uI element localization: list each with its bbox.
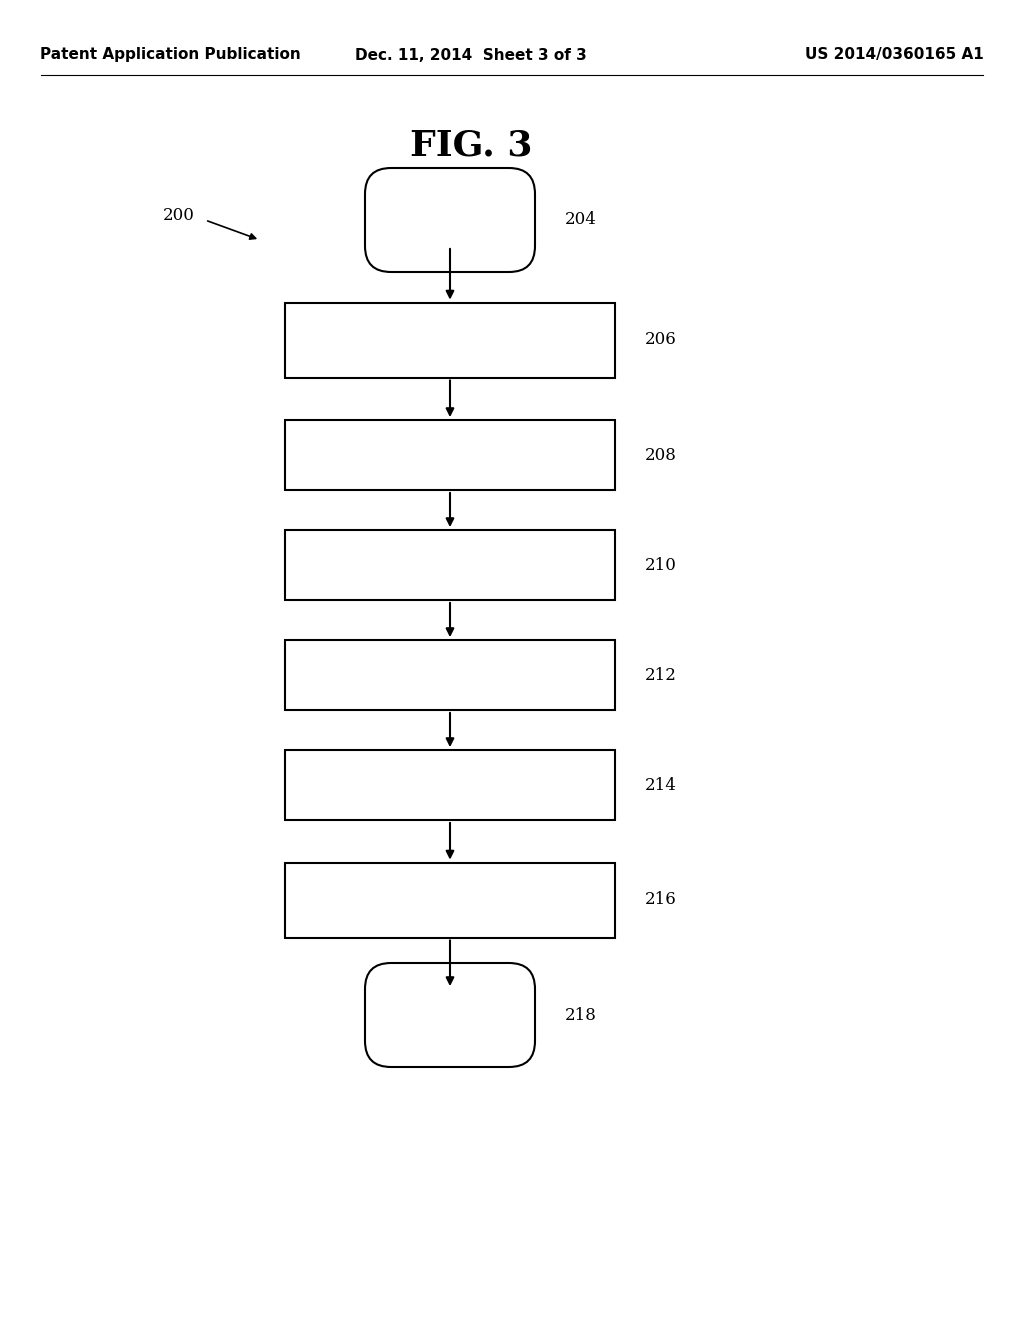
Text: 200: 200	[163, 206, 195, 223]
Text: Patent Application Publication: Patent Application Publication	[40, 48, 301, 62]
Text: 210: 210	[645, 557, 677, 573]
Text: Dec. 11, 2014  Sheet 3 of 3: Dec. 11, 2014 Sheet 3 of 3	[355, 48, 587, 62]
Text: 206: 206	[645, 331, 677, 348]
FancyBboxPatch shape	[365, 168, 535, 272]
Text: 214: 214	[645, 776, 677, 793]
Text: FIG. 3: FIG. 3	[410, 128, 532, 162]
Text: 212: 212	[645, 667, 677, 684]
FancyBboxPatch shape	[285, 302, 615, 378]
FancyBboxPatch shape	[285, 640, 615, 710]
FancyBboxPatch shape	[285, 862, 615, 937]
FancyBboxPatch shape	[285, 531, 615, 601]
Text: 208: 208	[645, 446, 677, 463]
FancyBboxPatch shape	[285, 750, 615, 820]
FancyBboxPatch shape	[365, 964, 535, 1067]
Text: 216: 216	[645, 891, 677, 908]
FancyBboxPatch shape	[285, 420, 615, 490]
Text: 218: 218	[565, 1006, 597, 1023]
Text: US 2014/0360165 A1: US 2014/0360165 A1	[805, 48, 984, 62]
Text: 204: 204	[565, 211, 597, 228]
